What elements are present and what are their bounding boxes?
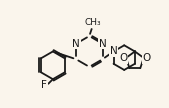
Text: CH₃: CH₃ (85, 18, 101, 27)
Text: F: F (41, 80, 47, 90)
Text: O: O (143, 53, 151, 63)
Text: N: N (99, 39, 106, 49)
Text: N: N (110, 46, 117, 56)
Text: N: N (72, 39, 80, 49)
Text: O: O (119, 53, 127, 63)
